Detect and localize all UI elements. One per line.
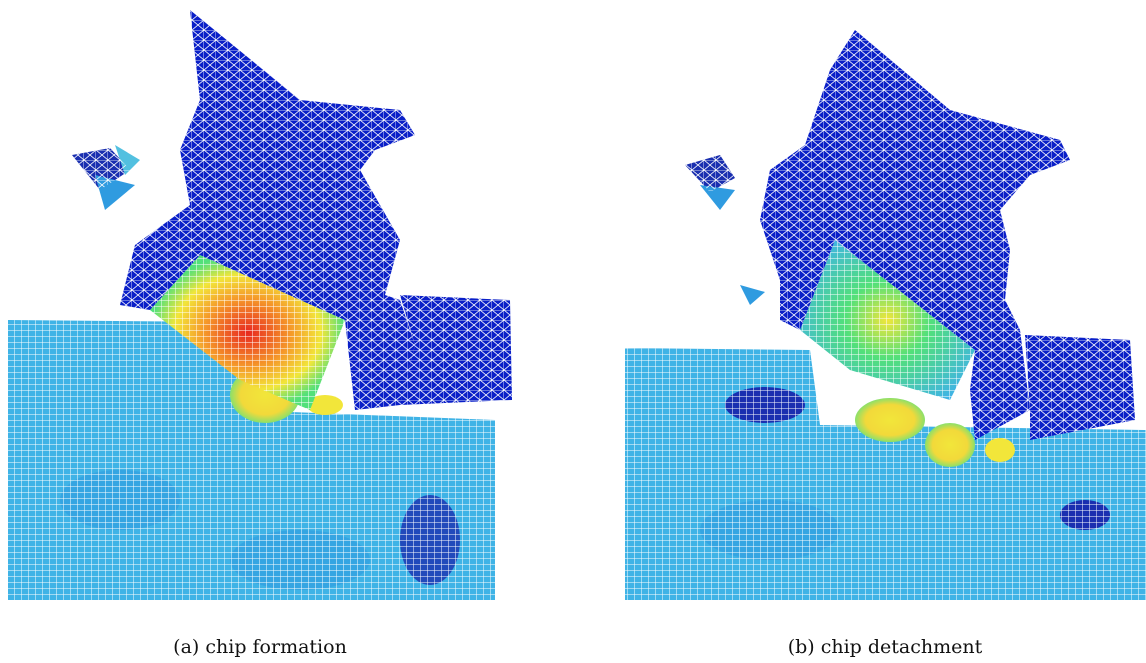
fem-mesh-chip-detachment	[625, 30, 1146, 600]
debris	[685, 155, 765, 305]
caption-chip-formation: (a) chip formation	[173, 636, 347, 658]
tool-mesh	[120, 10, 512, 410]
caption-chip-detachment: (b) chip detachment	[787, 636, 983, 658]
panel-chip-formation	[0, 0, 520, 605]
workpiece	[625, 348, 1146, 600]
fem-mesh-chip-formation	[8, 10, 512, 600]
shear-zone	[855, 398, 1015, 467]
panel-chip-detachment	[620, 0, 1146, 605]
debris	[72, 145, 140, 210]
workpiece	[8, 320, 495, 600]
tool-mesh	[760, 30, 1135, 440]
